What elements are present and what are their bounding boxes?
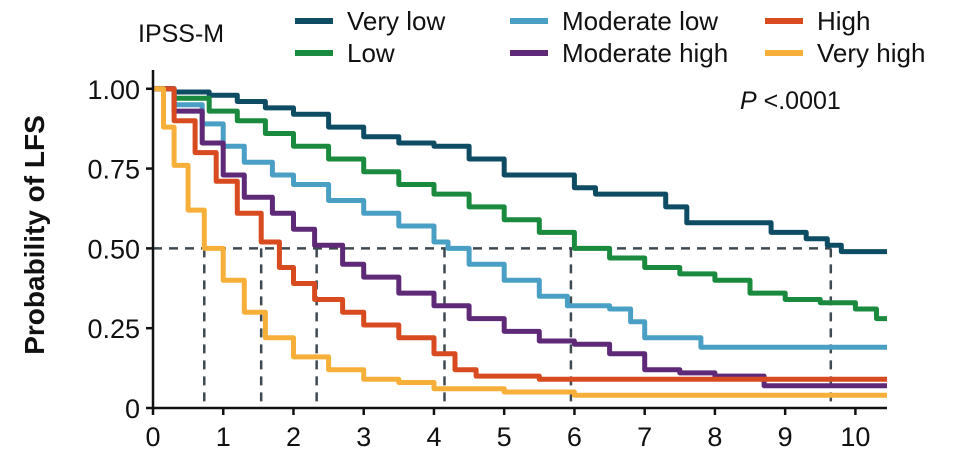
x-tick-label-1: 1 [216,422,231,452]
y-tick-label-0: 0 [125,394,140,424]
x-tick-label-9: 9 [778,422,793,452]
p-value-symbol: P [740,87,757,115]
x-tick-label-6: 6 [567,422,582,452]
series-line-moderate-low [153,86,887,350]
x-tick-label-4: 4 [426,422,441,452]
series-line-very-low [153,86,887,255]
y-tick-label-1.00: 1.00 [87,75,140,105]
x-tick-label-7: 7 [637,422,652,452]
x-tick-label-2: 2 [286,422,301,452]
group-label: IPSS-M [138,20,224,48]
legend-label-very-low: Very low [347,6,445,36]
series-layer [153,86,887,398]
series-line-high [153,86,887,382]
y-tick-label-0.50: 0.50 [87,234,140,264]
legend-label-low: Low [347,38,395,68]
p-value-text: <.0001 [757,87,841,115]
legend-label-moderate-high: Moderate high [562,38,728,68]
axes: 0 1 2 3 4 5 6 7 8 9 10 0 0.25 0.50 0.75 1.00 [87,70,887,452]
x-tick-label-10: 10 [840,422,870,452]
y-tick-label-0.25: 0.25 [87,314,140,344]
series-line-moderate-high [153,86,887,389]
legend-label-high: High [817,6,870,36]
legend-label-moderate-low: Moderate low [562,6,718,36]
series-line-very-high [153,86,887,398]
x-tick-label-5: 5 [497,422,512,452]
x-tick-label-0: 0 [145,422,160,452]
x-tick-label-3: 3 [356,422,371,452]
y-axis-title: Probability of LFS [19,115,50,355]
median-reference-lines [153,247,833,408]
series-line-low [153,86,887,322]
p-value-annotation: P <.0001 [740,87,841,115]
x-tick-label-8: 8 [707,422,722,452]
legend-label-very-high: Very high [817,38,925,68]
y-tick-label-0.75: 0.75 [87,155,140,185]
